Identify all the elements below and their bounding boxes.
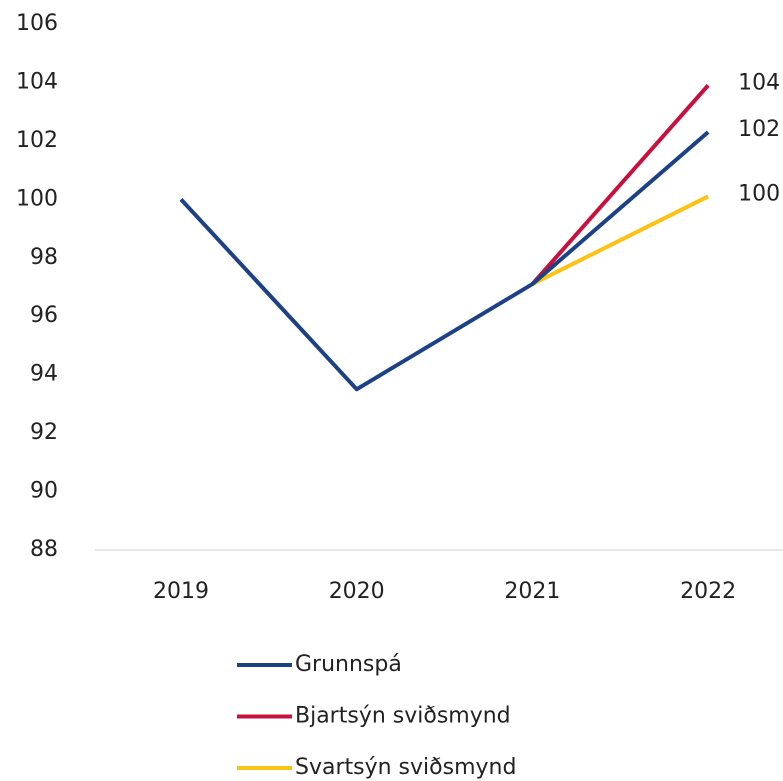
x-tick-label: 2021	[504, 579, 560, 604]
y-tick-label: 102	[16, 128, 58, 153]
legend-label: Svartsýn sviðsmynd	[295, 755, 516, 780]
y-tick-label: 88	[30, 537, 58, 562]
series-line	[530, 84, 710, 286]
x-tick-label: 2022	[680, 579, 736, 604]
value-label: 100	[738, 181, 780, 206]
legend-label: Bjartsýn sviðsmynd	[295, 704, 511, 729]
series-line	[179, 130, 710, 392]
legend-label: Grunnspá	[295, 652, 402, 677]
y-tick-label: 100	[16, 186, 58, 211]
y-tick-label: 104	[16, 69, 58, 94]
y-tick-label: 92	[30, 420, 58, 445]
value-label: 102	[738, 117, 780, 142]
y-tick-label: 94	[30, 362, 58, 387]
y-tick-label: 98	[30, 245, 58, 270]
value-label: 104	[738, 70, 780, 95]
y-tick-label: 96	[30, 303, 58, 328]
y-tick-label: 106	[16, 11, 58, 36]
y-tick-label: 90	[30, 479, 58, 504]
x-tick-label: 2019	[153, 579, 209, 604]
series-line	[531, 194, 709, 286]
x-tick-label: 2020	[329, 579, 385, 604]
